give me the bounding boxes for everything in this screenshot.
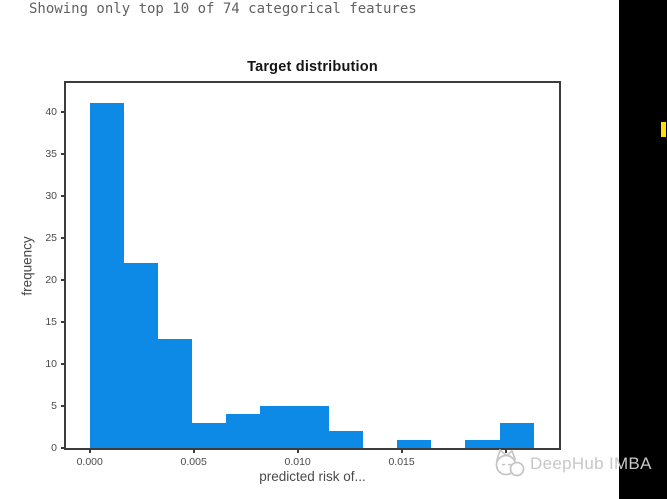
histogram-bar — [260, 405, 295, 448]
histogram-bar — [123, 262, 159, 448]
x-axis-tick — [400, 448, 403, 453]
x-axis-tick-label: 0.015 — [388, 456, 415, 468]
x-axis-tick — [88, 448, 91, 453]
y-axis-tick — [61, 152, 66, 155]
y-axis-tick — [61, 110, 66, 113]
histogram-bar — [328, 431, 363, 448]
y-axis-label: frequency — [19, 236, 35, 296]
plot-area: 0.000 0.005 0.010 0.015 0 5 10 15 20 25 30 35 40 — [45, 81, 561, 468]
histogram-bar — [397, 439, 432, 448]
y-axis-tick — [61, 362, 66, 365]
y-axis-tick-label: 0 — [51, 442, 57, 454]
y-axis-tick — [61, 447, 66, 449]
histogram-bar — [294, 405, 329, 448]
y-axis-tick — [61, 236, 66, 239]
deephub-cat-logo-icon — [495, 449, 525, 477]
y-axis-tick-label: 20 — [45, 273, 57, 286]
histogram-bar — [465, 439, 500, 448]
y-axis-tick-label: 10 — [45, 357, 57, 370]
y-axis-tick-label: 40 — [45, 105, 57, 118]
watermark-text: DeepHub IMBA — [530, 454, 652, 473]
x-axis-tick — [192, 448, 195, 453]
y-axis-tick-label: 25 — [45, 231, 57, 244]
x-axis-tick-label: 0.010 — [284, 456, 311, 468]
x-axis-tick — [504, 448, 507, 453]
y-axis-tick-label: 15 — [45, 315, 57, 328]
y-axis-tick — [61, 320, 66, 323]
y-axis-tick — [61, 278, 66, 281]
histogram-bar — [192, 422, 227, 448]
watermark: DeepHub IMBA — [493, 449, 652, 479]
x-axis-tick — [296, 448, 299, 453]
histogram-bar — [158, 338, 193, 448]
histogram-bar — [89, 103, 124, 448]
y-axis-tick-label: 5 — [51, 399, 57, 412]
y-axis-tick-label: 35 — [45, 147, 57, 160]
histogram-bar — [499, 422, 534, 448]
y-axis-tick — [61, 194, 66, 197]
x-axis-tick-label: 0.005 — [180, 456, 207, 468]
x-axis-label: predicted risk of... — [259, 469, 366, 484]
chart-title: Target distribution — [247, 59, 378, 75]
yellow-scroll-marker — [661, 122, 666, 137]
x-axis-tick-label: 0.000 — [76, 456, 103, 468]
header-note: Showing only top 10 of 74 categorical fe… — [29, 1, 417, 17]
y-axis-tick — [61, 404, 66, 407]
right-black-panel — [619, 0, 667, 499]
histogram-bar — [226, 414, 261, 448]
y-axis-tick-label: 30 — [45, 189, 57, 202]
